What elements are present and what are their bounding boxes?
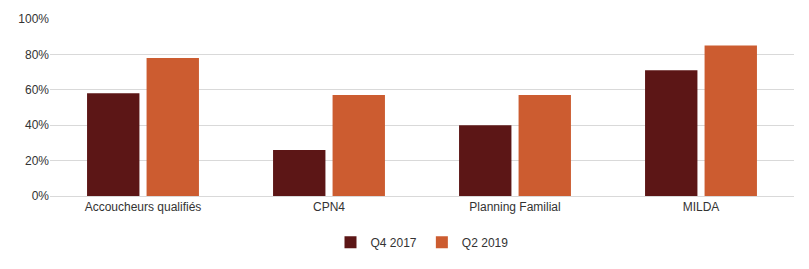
svg-text:CPN4: CPN4 (313, 200, 345, 214)
svg-text:60%: 60% (25, 83, 49, 97)
svg-text:100%: 100% (18, 12, 49, 26)
svg-text:0%: 0% (32, 189, 50, 203)
svg-text:Accoucheurs qualifiés: Accoucheurs qualifiés (85, 200, 202, 214)
svg-text:MILDA: MILDA (683, 200, 720, 214)
svg-text:80%: 80% (25, 48, 49, 62)
svg-text:Q2 2019: Q2 2019 (462, 236, 508, 250)
svg-text:40%: 40% (25, 118, 49, 132)
svg-text:20%: 20% (25, 154, 49, 168)
svg-text:Planning Familial: Planning Familial (469, 200, 560, 214)
svg-text:Q4 2017: Q4 2017 (371, 236, 417, 250)
